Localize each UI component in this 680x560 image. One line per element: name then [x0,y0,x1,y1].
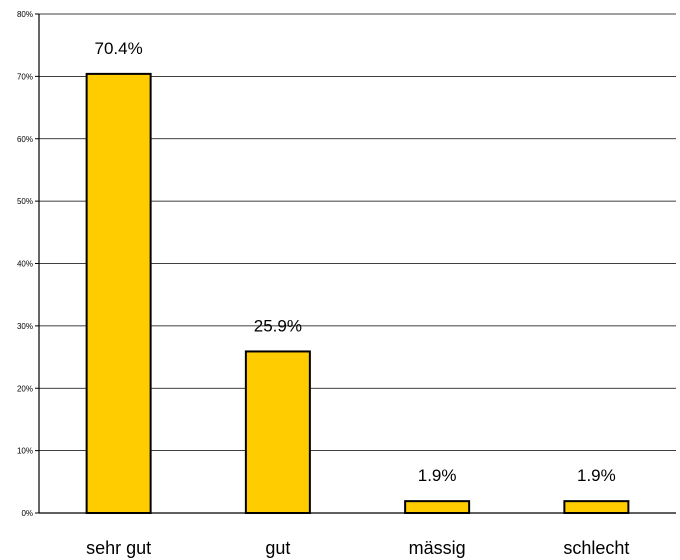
y-tick-label: 50% [17,197,33,206]
y-tick-label: 30% [17,322,33,331]
y-tick-label: 40% [17,260,33,269]
y-tick-label: 10% [17,447,33,456]
y-tick-label: 70% [17,72,33,81]
data-label: 70.4% [95,39,143,58]
y-tick-labels: 0% 10% 20% 30% 40% 50% 60% 70% 80% [17,10,33,518]
bar [563,500,630,514]
category-label: sehr gut [86,538,151,558]
data-label: 1.9% [418,466,457,485]
data-label: 1.9% [577,466,616,485]
y-tick-label: 20% [17,384,33,393]
y-tick-label: 80% [17,10,33,19]
bar [85,72,152,514]
y-tick-label: 60% [17,135,33,144]
y-tick-label: 0% [21,509,33,518]
bar [244,350,311,515]
category-label: gut [265,538,290,558]
category-label: mässig [409,538,466,558]
data-label: 25.9% [254,316,302,335]
bar [404,500,471,514]
bars [85,72,630,515]
category-labels: sehr gut gut mässig schlecht [86,538,629,558]
category-label: schlecht [563,538,629,558]
data-labels: 70.4% 25.9% 1.9% 1.9% [95,39,616,485]
